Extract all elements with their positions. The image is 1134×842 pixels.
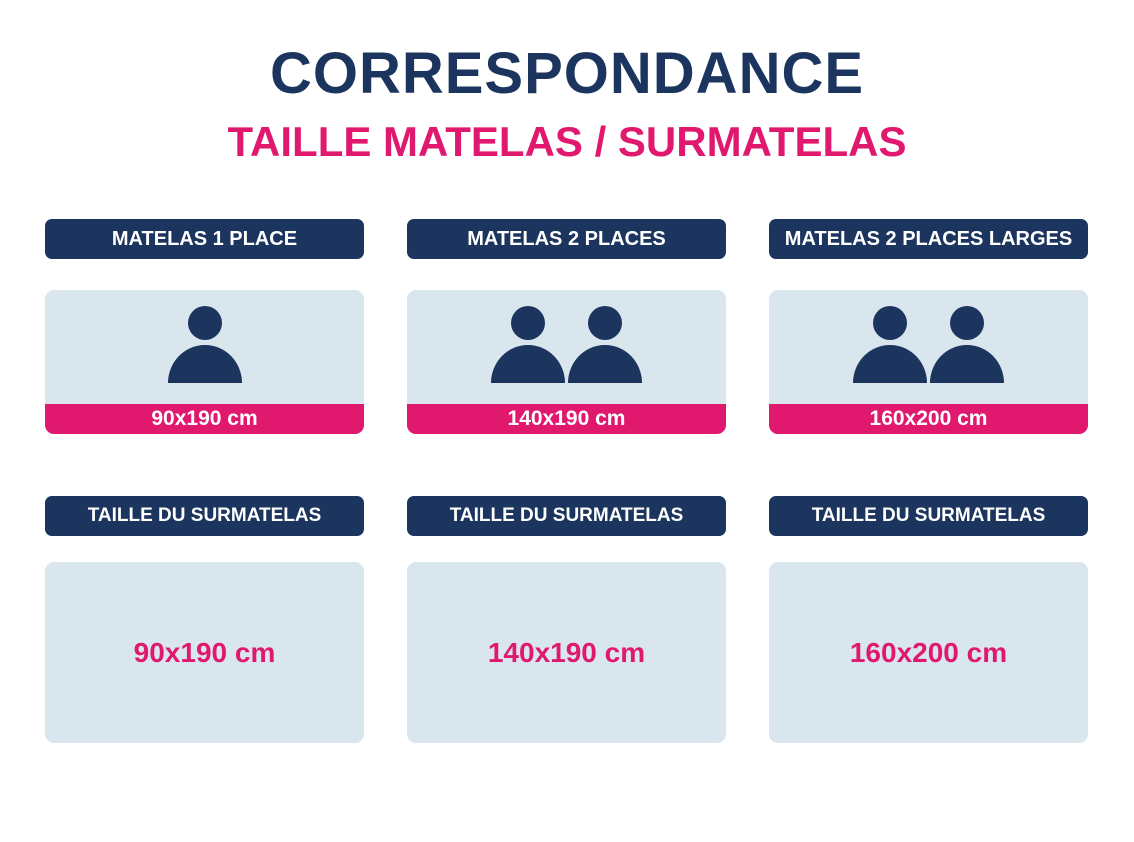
mattress-label: MATELAS 2 PLACES LARGES — [769, 219, 1088, 259]
title: CORRESPONDANCE — [269, 41, 865, 106]
mattress-size: 90x190 cm — [45, 404, 364, 434]
person-icons — [853, 306, 1004, 383]
mattress-card: 160x200 cm — [769, 290, 1088, 434]
topper-label: TAILLE DU SURMATELAS — [407, 496, 726, 536]
mattress-card: 140x190 cm — [407, 290, 726, 434]
topper-label: TAILLE DU SURMATELAS — [45, 496, 364, 536]
mattress-label: MATELAS 1 PLACE — [45, 219, 364, 259]
person-icons — [168, 306, 242, 383]
subtitle: TAILLE MATELAS / SURMATELAS — [227, 118, 907, 165]
topper-size: 90x190 cm — [45, 562, 364, 743]
mattress-size: 140x190 cm — [407, 404, 726, 434]
topper-size: 160x200 cm — [769, 562, 1088, 743]
mattress-size: 160x200 cm — [769, 404, 1088, 434]
topper-size: 140x190 cm — [407, 562, 726, 743]
mattress-card: 90x190 cm — [45, 290, 364, 434]
person-icons — [491, 306, 642, 383]
mattress-label: MATELAS 2 PLACES — [407, 219, 726, 259]
topper-label: TAILLE DU SURMATELAS — [769, 496, 1088, 536]
